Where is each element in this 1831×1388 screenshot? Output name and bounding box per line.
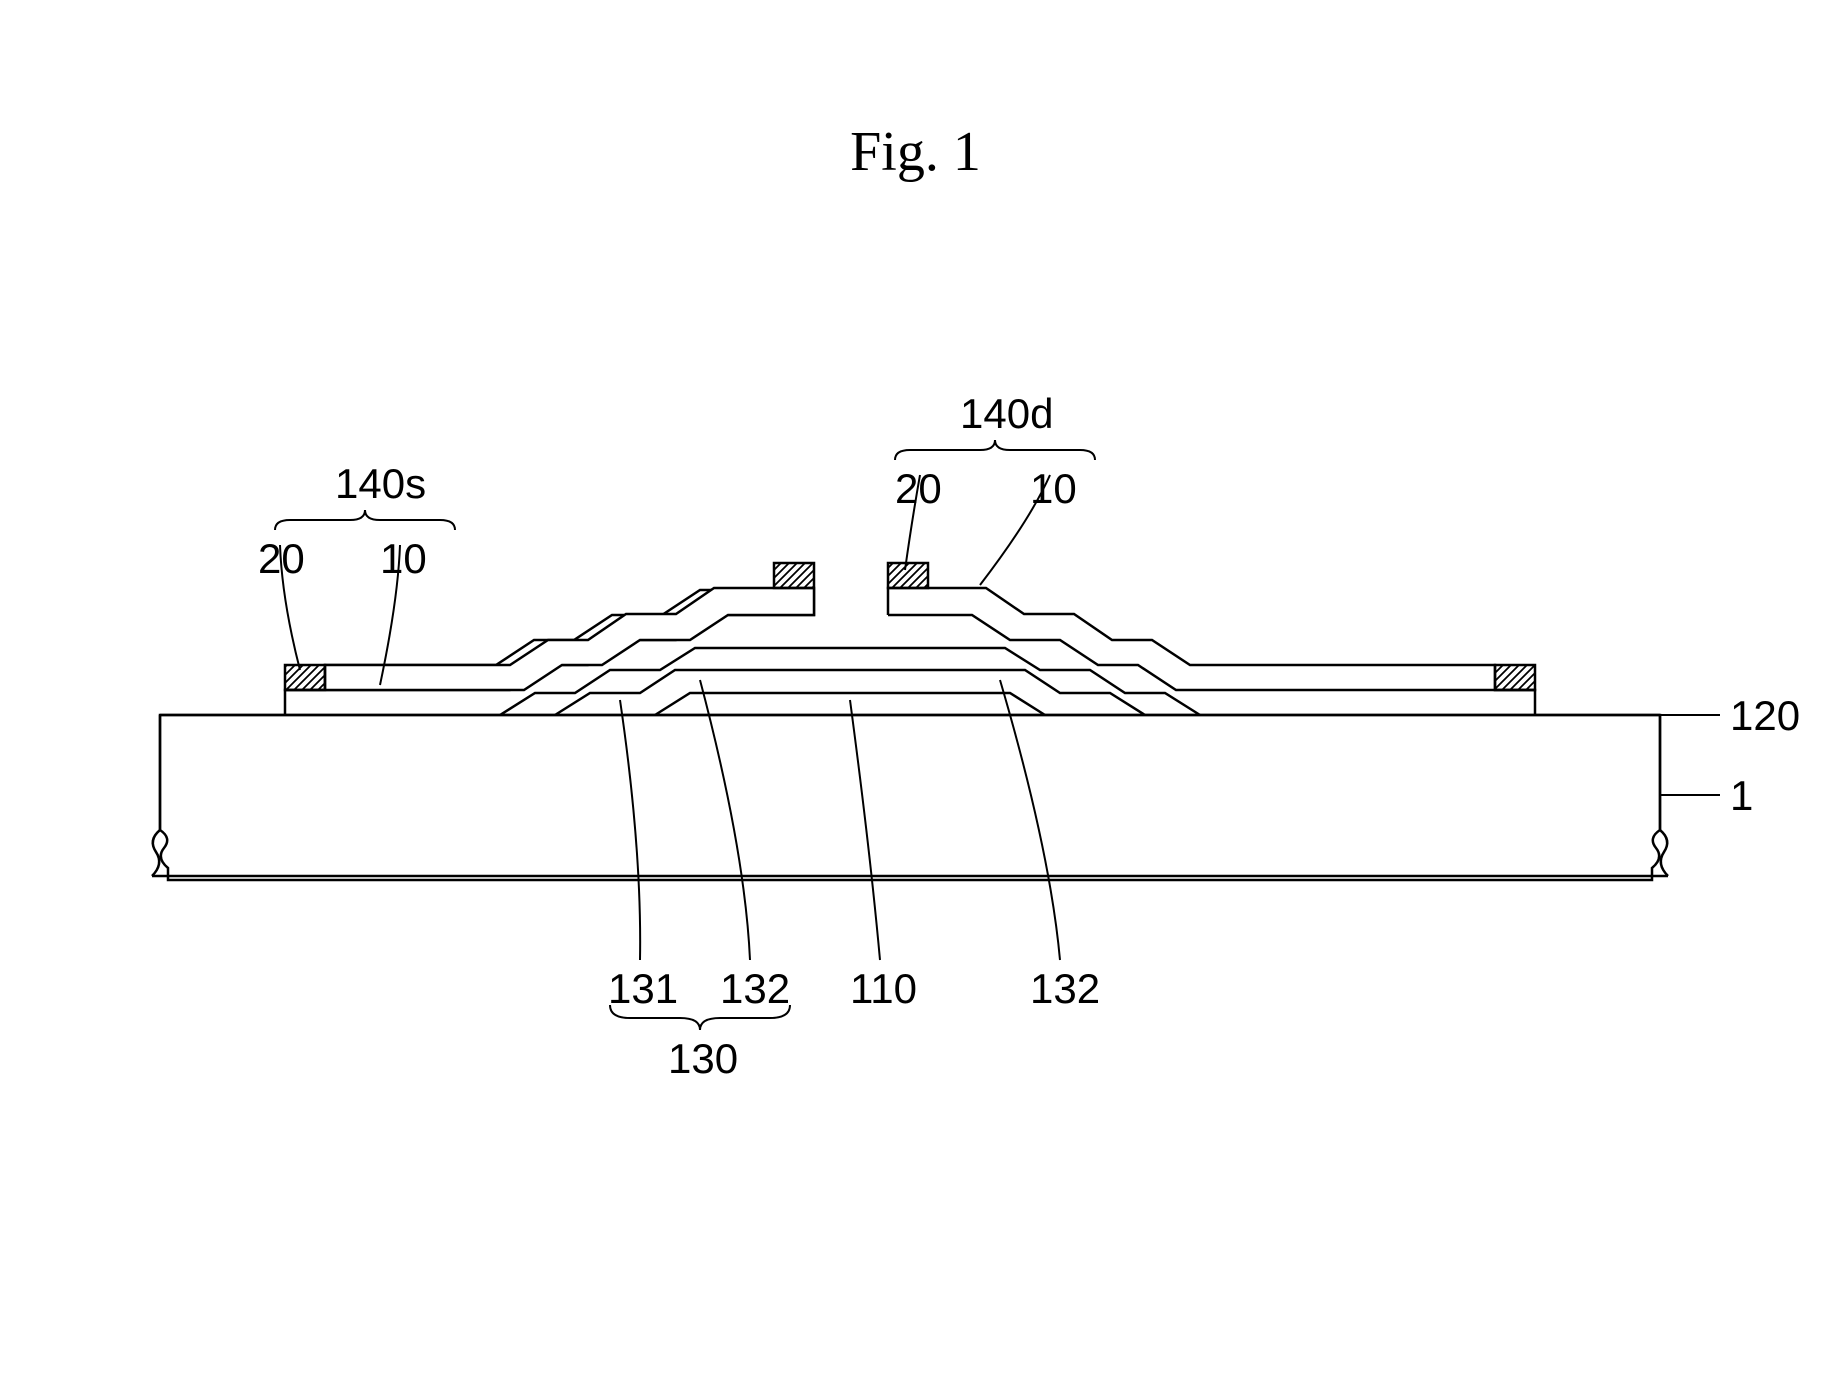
label-132-right: 132 [1030, 965, 1100, 1013]
label-left-10: 10 [380, 535, 427, 583]
hatched-20-right-inner [888, 563, 928, 588]
label-140s: 140s [335, 460, 426, 508]
hatched-20-left-outer [285, 665, 325, 690]
label-120: 120 [1730, 692, 1800, 740]
label-right-10: 10 [1030, 465, 1077, 513]
hatched-20-left-inner [774, 563, 814, 588]
label-130: 130 [668, 1035, 738, 1083]
leader-lines [275, 440, 1720, 1030]
label-140d: 140d [960, 390, 1053, 438]
label-1: 1 [1730, 772, 1753, 820]
label-110: 110 [850, 965, 917, 1013]
substrate-layer-1 [152, 715, 1668, 880]
diagram-svg [0, 0, 1831, 1388]
label-right-20: 20 [895, 465, 942, 513]
label-left-20: 20 [258, 535, 305, 583]
label-131: 131 [608, 965, 678, 1013]
hatched-20-right-outer [1495, 665, 1535, 690]
label-132-left: 132 [720, 965, 790, 1013]
